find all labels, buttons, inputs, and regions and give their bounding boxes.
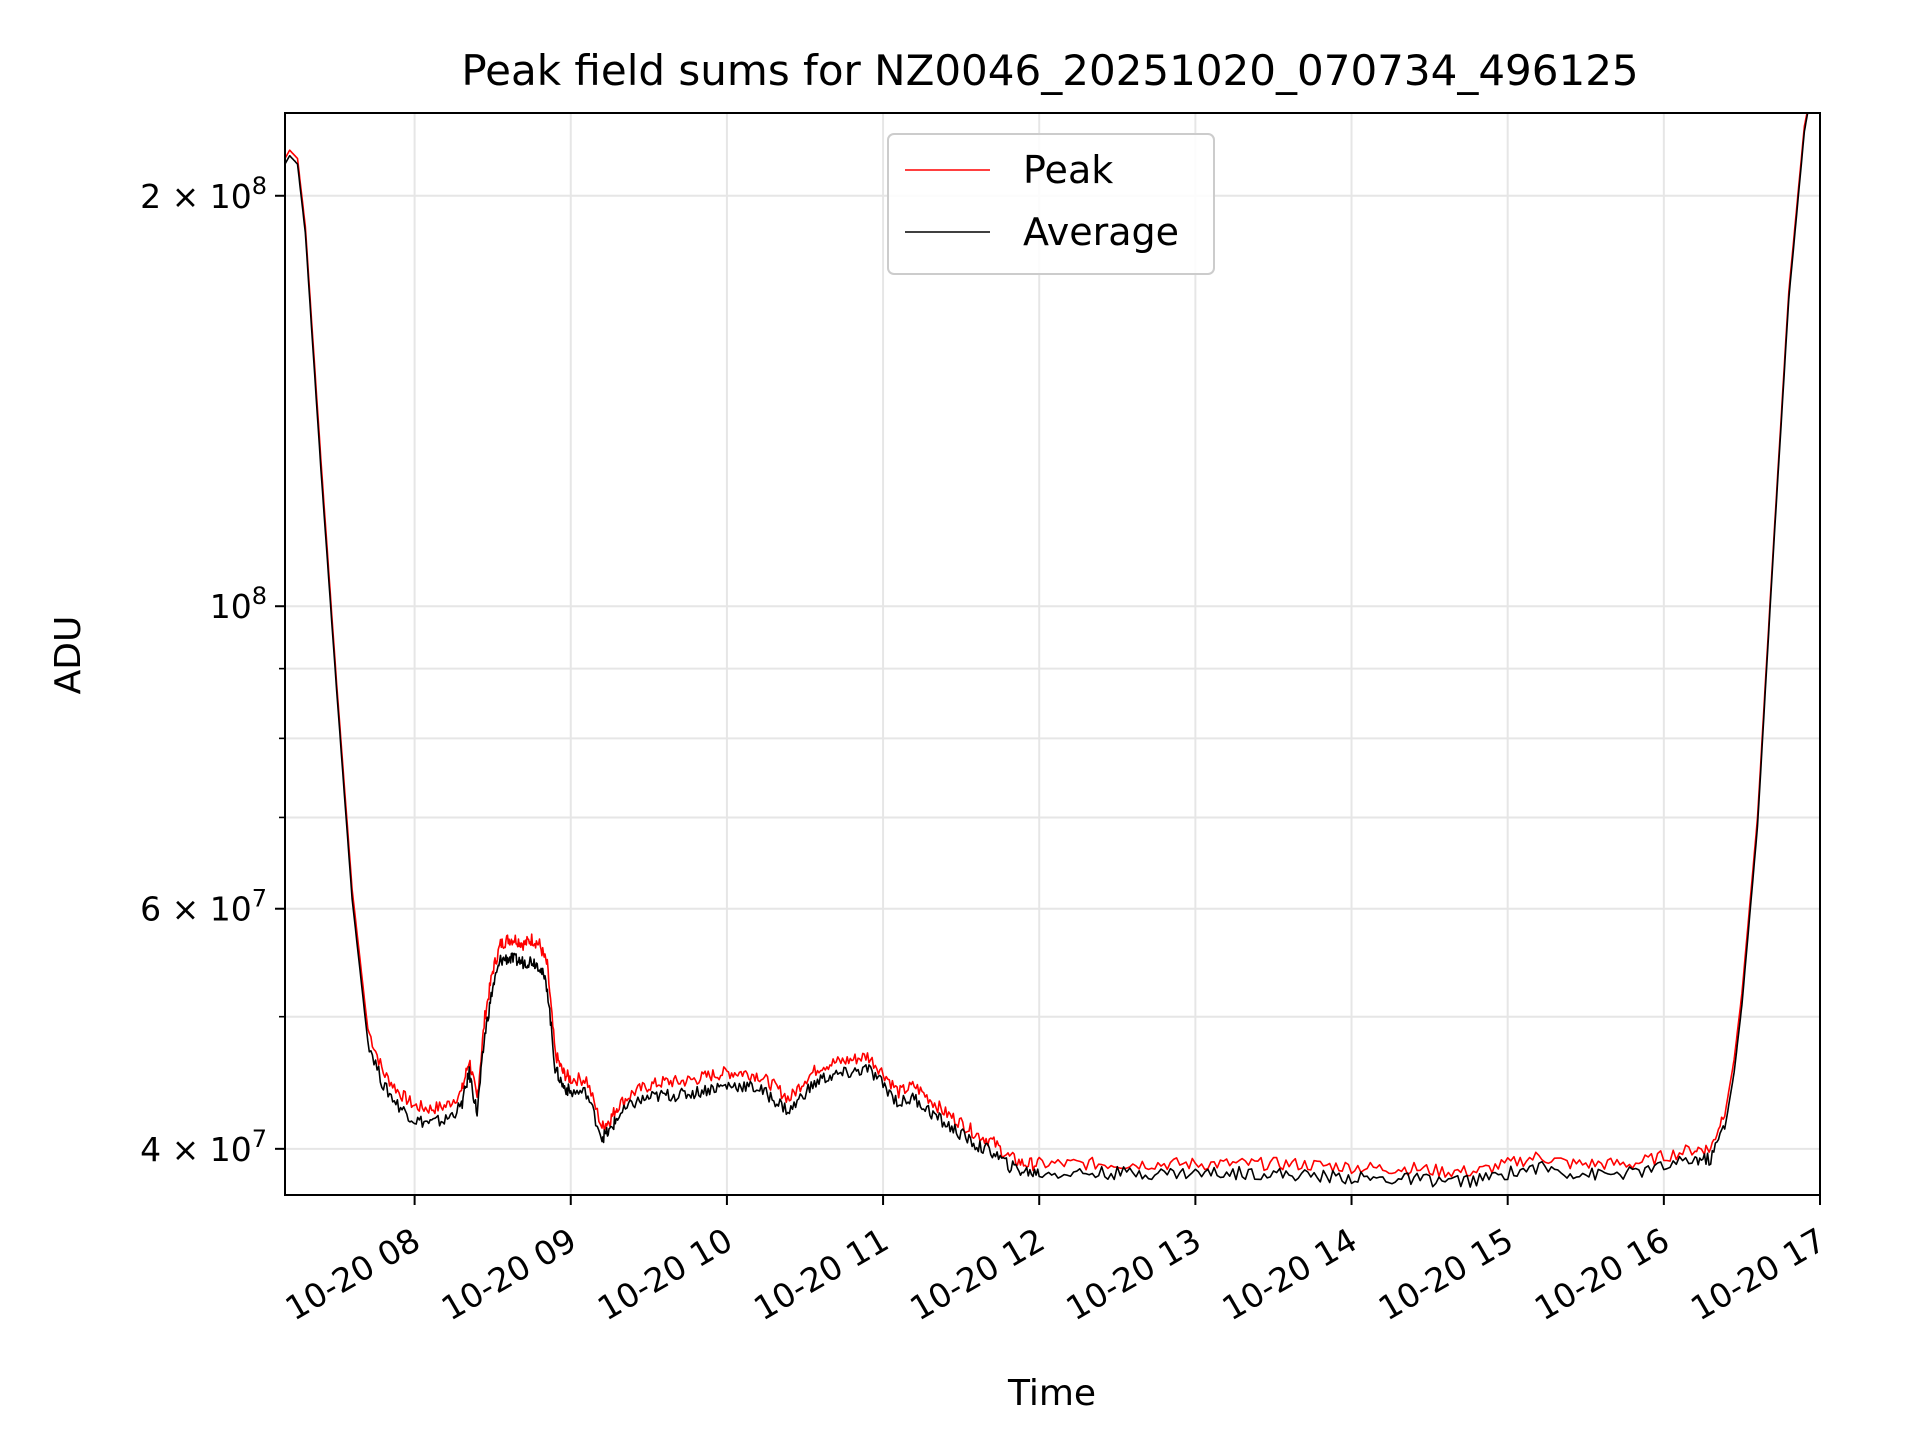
series-layer [284, 112, 1813, 1188]
y-axis: 4 × 107 6 × 107 108 2 × 108 [140, 172, 285, 1169]
y-axis-label: ADU [48, 616, 89, 695]
legend-box [887, 133, 1215, 275]
x-axis-label: Time [1007, 1373, 1096, 1414]
legend: Peak Average [887, 133, 1215, 275]
y-tick-label: 6 × 107 [140, 885, 267, 929]
plot-frame [284, 112, 1821, 1196]
legend-label-average: Average [1023, 210, 1179, 254]
y-tick-label: 108 [210, 582, 267, 626]
y-tick-label: 2 × 108 [140, 172, 267, 216]
chart-title: Peak field sums for NZ0046_20251020_0707… [461, 46, 1638, 95]
y-tick-label: 4 × 107 [140, 1125, 267, 1169]
series-line-peak [284, 112, 1813, 1178]
series-line-average [284, 112, 1813, 1188]
legend-label-peak: Peak [1023, 148, 1113, 192]
